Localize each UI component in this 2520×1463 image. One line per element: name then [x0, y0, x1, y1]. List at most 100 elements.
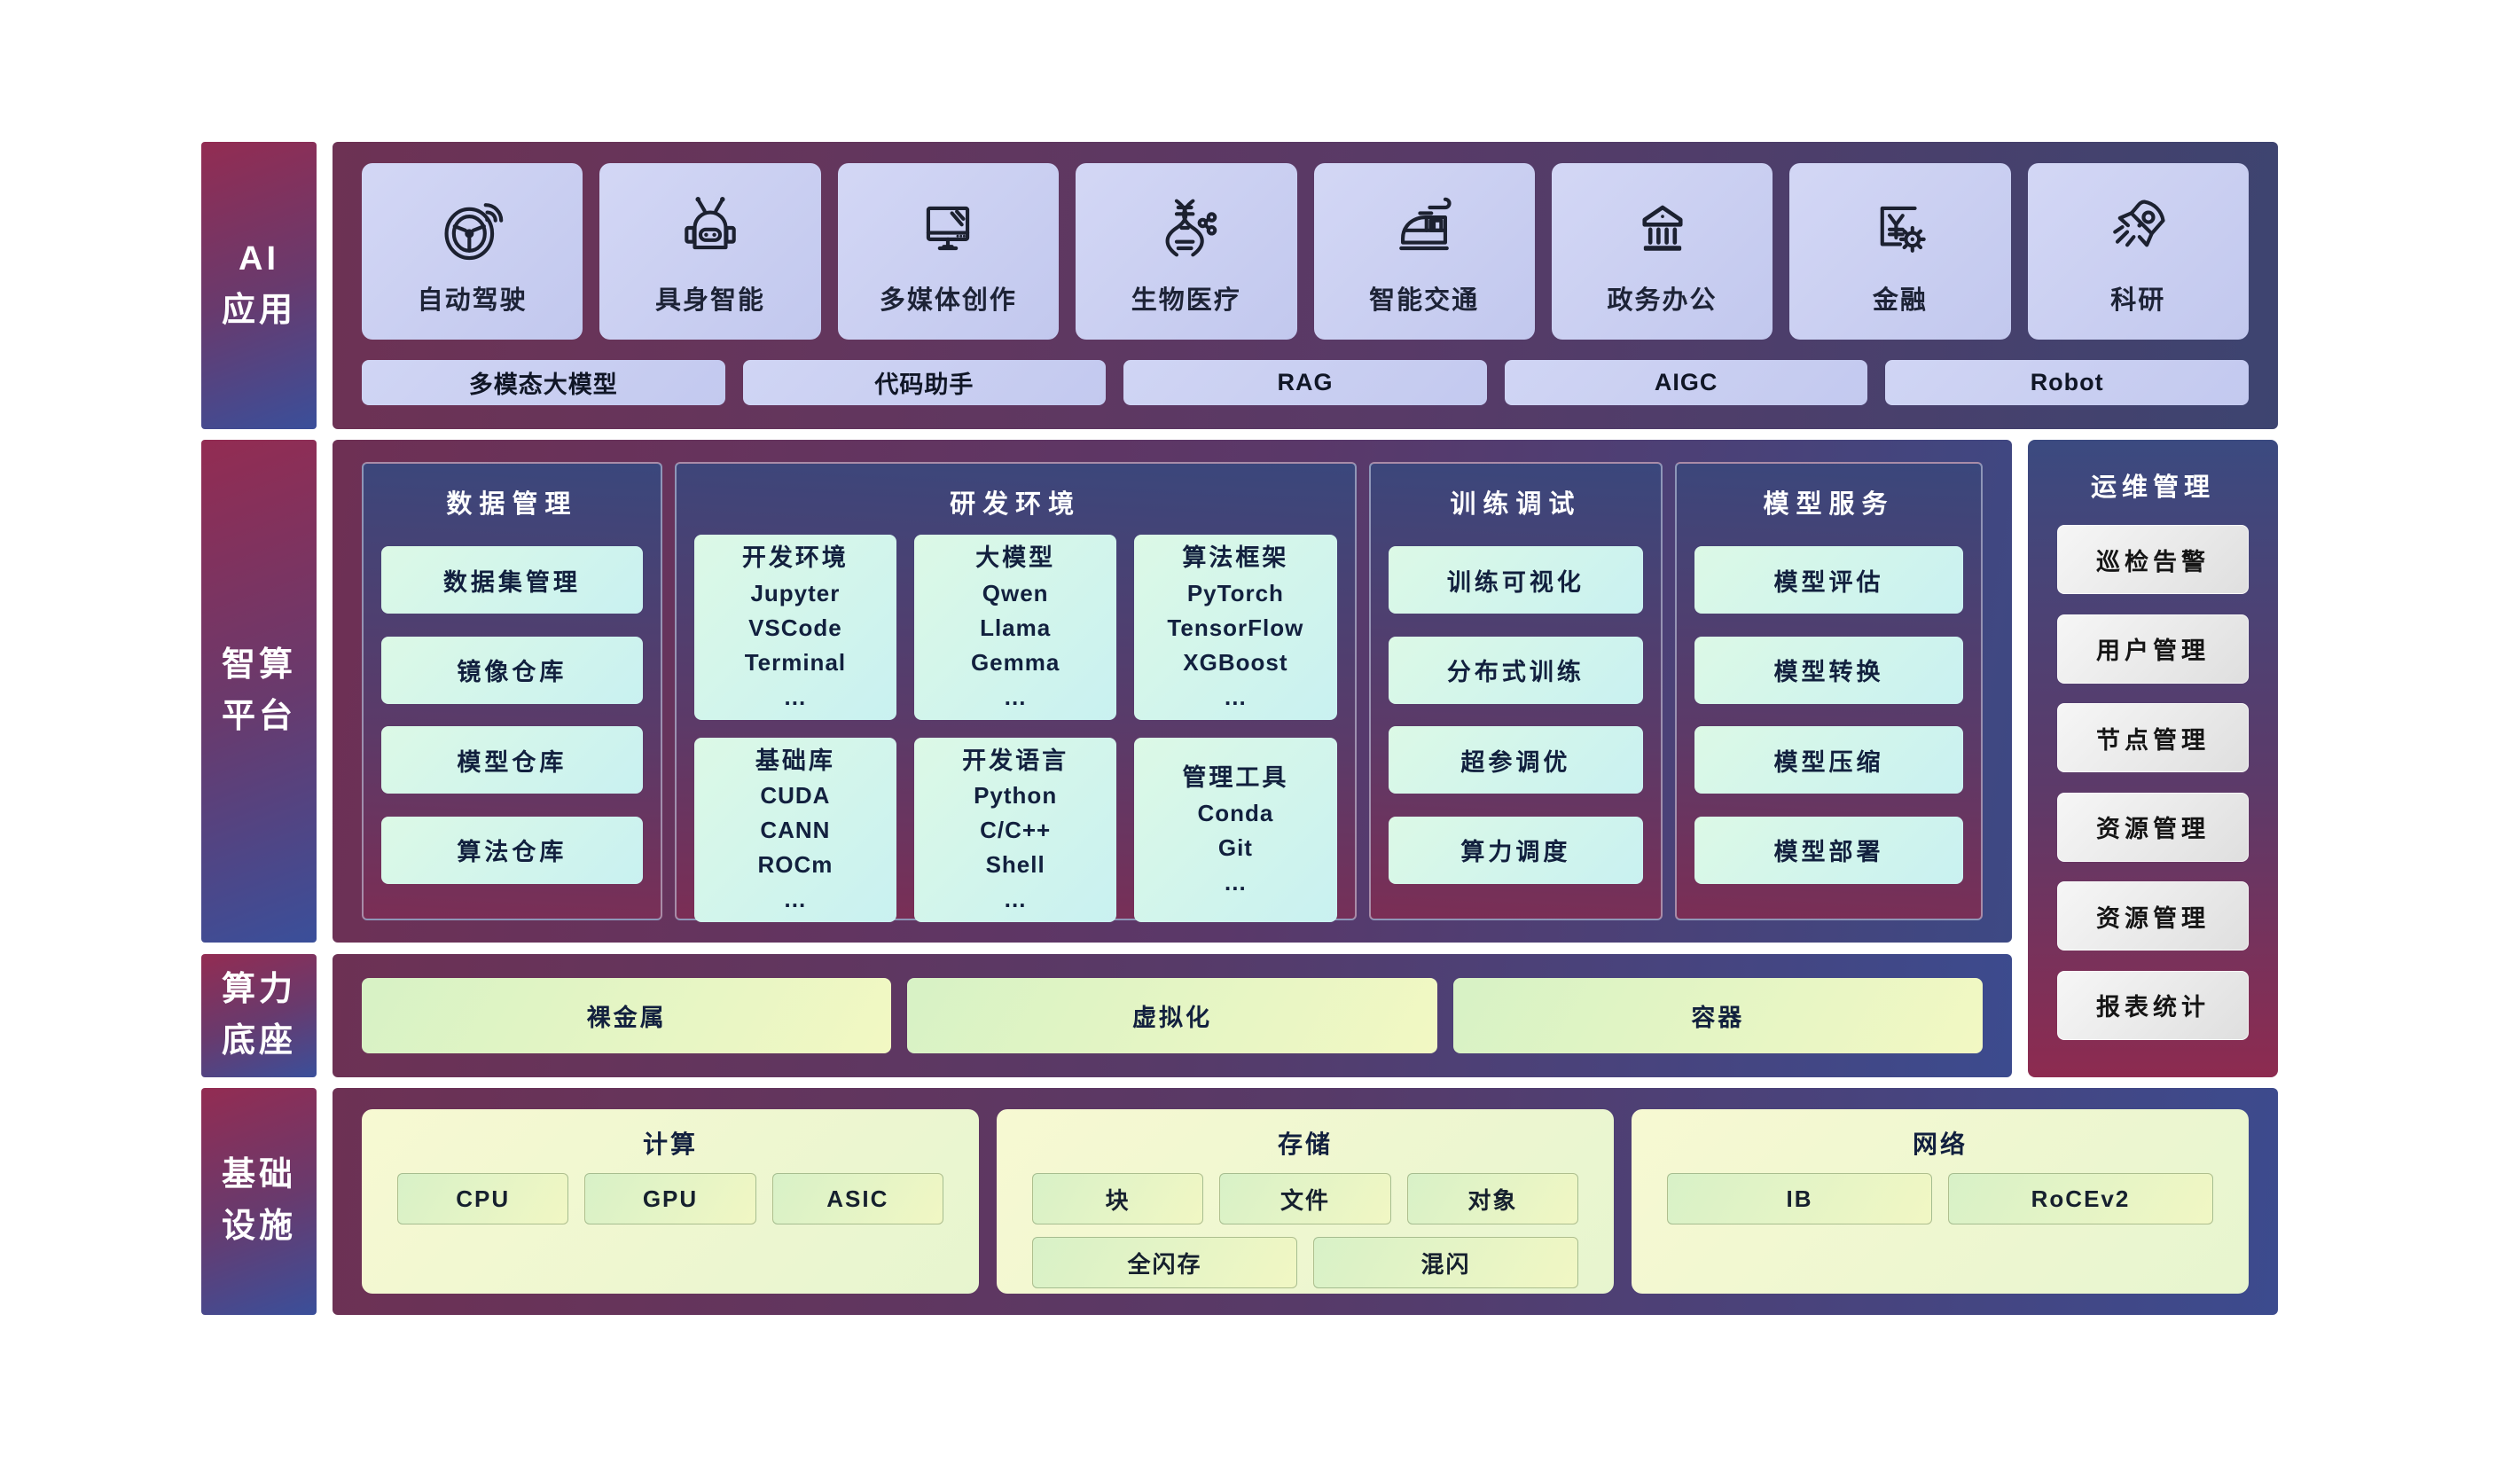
line: PyTorch: [1186, 579, 1284, 606]
infra-chip: GPU: [584, 1173, 756, 1224]
label-line: 基础: [221, 1156, 296, 1194]
app-card-finance: 金融: [1789, 163, 2011, 340]
column-title: 数据管理: [446, 490, 578, 519]
line: 算法框架: [1182, 544, 1289, 571]
app-card-label: 金融: [1872, 286, 1928, 315]
steering-wheel-icon: [432, 187, 513, 269]
platform-cell: 镜像仓库: [381, 636, 643, 704]
line: …: [1003, 683, 1028, 710]
platform-cell: 模型评估: [1694, 546, 1963, 614]
line: Jupyter: [750, 579, 841, 606]
column-cells: 数据集管理 镜像仓库 模型仓库 算法仓库: [381, 524, 643, 906]
line: VSCode: [748, 614, 842, 641]
line: …: [1223, 683, 1248, 710]
line: Git: [1217, 833, 1253, 861]
ops-cell: 巡检告警: [2057, 525, 2249, 595]
line: 管理工具: [1182, 764, 1289, 791]
rd-cell: 管理工具 Conda Git …: [1134, 737, 1337, 922]
line: Conda: [1197, 799, 1274, 826]
line: …: [1223, 868, 1248, 896]
infra-chip: CPU: [397, 1173, 569, 1224]
platform-cell: 分布式训练: [1388, 636, 1644, 704]
line: …: [783, 886, 808, 912]
app-card-smart-transport: 智能交通: [1313, 163, 1535, 340]
app-card-autonomous-driving: 自动驾驶: [362, 163, 583, 340]
line: ROCm: [757, 851, 833, 878]
ai-apps-panel: 自动驾驶: [333, 142, 2278, 429]
rd-cell: 开发语言 Python C/C++ Shell…: [914, 737, 1117, 922]
line: CUDA: [760, 782, 831, 809]
label-line: 设施: [221, 1208, 296, 1245]
infra-chip: ASIC: [771, 1173, 943, 1224]
yuan-gear-icon: [1859, 187, 1941, 269]
platform-cell: 训练可视化: [1388, 546, 1644, 614]
ops-management-panel: 运维管理 巡检告警 用户管理 节点管理 资源管理 资源管理 报表统计: [2028, 440, 2278, 1077]
infra-chip-row: 全闪存 混闪: [1032, 1237, 1578, 1288]
compute-base-panel: 裸金属 虚拟化 容器: [333, 954, 2012, 1077]
rd-cell: 基础库 CUDA CANN ROCm…: [693, 737, 897, 922]
infra-chip: 全闪存: [1032, 1237, 1297, 1288]
column-cells: 模型评估 模型转换 模型压缩 模型部署: [1694, 524, 1963, 906]
column-model-service: 模型服务 模型评估 模型转换 模型压缩 模型部署: [1675, 462, 1983, 920]
platform-cell: 数据集管理: [381, 546, 643, 614]
app-card-biomedicine: 生物医疗: [1076, 163, 1297, 340]
rd-cell: 大模型 Qwen Llama Gemma …: [914, 535, 1117, 720]
label-line: AI: [239, 240, 279, 278]
line: 开发语言: [962, 747, 1069, 774]
infra-chip: IB: [1667, 1173, 1932, 1224]
line: …: [783, 683, 808, 710]
app-card-label: 多媒体创作: [879, 286, 1017, 315]
app-chip-row: 多模态大模型 代码助手 RAG AIGC Robot: [362, 360, 2249, 405]
rd-cell: 算法框架 PyTorch TensorFlow XGBoost…: [1134, 535, 1337, 720]
train-icon: [1383, 187, 1465, 269]
app-chip: 多模态大模型: [362, 360, 725, 405]
platform-cell: 算力调度: [1388, 816, 1644, 884]
dna-icon: [1146, 187, 1227, 269]
platform-cell: 模型压缩: [1694, 726, 1963, 794]
line: 大模型: [975, 544, 1056, 571]
column-cells: 训练可视化分布式训练超参调优算力调度: [1388, 524, 1644, 906]
app-card-label: 政务办公: [1607, 286, 1718, 315]
line: 基础库: [755, 747, 835, 774]
infra-block-title: 网络: [1912, 1130, 1968, 1158]
ops-cell: 节点管理: [2057, 703, 2249, 773]
column-data-management: 数据管理 数据集管理 镜像仓库 模型仓库 算法仓库: [362, 462, 662, 920]
ops-cells: 巡检告警 用户管理 节点管理 资源管理 资源管理 报表统计: [2057, 505, 2249, 1060]
app-card-embodied-ai: 具身智能: [599, 163, 821, 340]
column-title: 训练调试: [1450, 490, 1582, 519]
line: Qwen: [982, 579, 1049, 606]
infra-block-network: 网络 IB RoCEv2: [1632, 1109, 2249, 1294]
architecture-diagram: AI 应用 自动驾驶: [201, 142, 2278, 1315]
app-card-label: 智能交通: [1369, 286, 1480, 315]
rocket-icon: [2097, 187, 2179, 269]
infra-chip: 对象: [1406, 1173, 1578, 1224]
line: Shell: [985, 851, 1045, 878]
line: Llama: [980, 614, 1052, 641]
ai-apps-row-label: AI 应用: [201, 142, 317, 429]
ops-cell: 用户管理: [2057, 614, 2249, 684]
label-line: 底座: [221, 1021, 296, 1060]
column-rd-environment: 研发环境 开发环境 Jupyter VSCode Terminal … 大模型 Qwen Ll…: [674, 462, 1357, 922]
label-line: 智算: [221, 645, 296, 684]
platform-cell: 模型部署: [1694, 816, 1963, 884]
platform-cell: 超参调优: [1388, 726, 1644, 794]
ai-apps-row: AI 应用 自动驾驶: [201, 142, 2278, 429]
compute-base-cell: 虚拟化: [907, 978, 1437, 1053]
compute-base-row-label: 算力 底座: [201, 954, 317, 1077]
infra-chip-row: CPU GPU ASIC: [397, 1173, 943, 1224]
rd-cell-grid: 开发环境 Jupyter VSCode Terminal … 大模型 Qwen Llama Ge…: [693, 535, 1337, 926]
line: Gemma: [970, 648, 1060, 676]
label-line: 应用: [221, 292, 296, 329]
infra-chip-row: 块文件 对象: [1032, 1173, 1578, 1224]
line: C/C++: [980, 817, 1052, 843]
infra-block-compute: 计算 CPU GPU ASIC: [362, 1109, 979, 1294]
platform-cell: 算法仓库: [381, 816, 643, 884]
infrastructure-row-label: 基础 设施: [201, 1088, 317, 1315]
line: 开发环境: [741, 544, 849, 571]
ops-cell: 报表统计: [2057, 970, 2249, 1040]
infra-chip: RoCEv2: [1948, 1173, 2213, 1224]
column-training-debug: 训练调试 训练可视化分布式训练超参调优算力调度: [1368, 462, 1663, 920]
compute-base-cell: 裸金属: [362, 978, 892, 1053]
app-card-label: 具身智能: [655, 286, 766, 315]
infra-block-title: 存储: [1277, 1130, 1333, 1158]
